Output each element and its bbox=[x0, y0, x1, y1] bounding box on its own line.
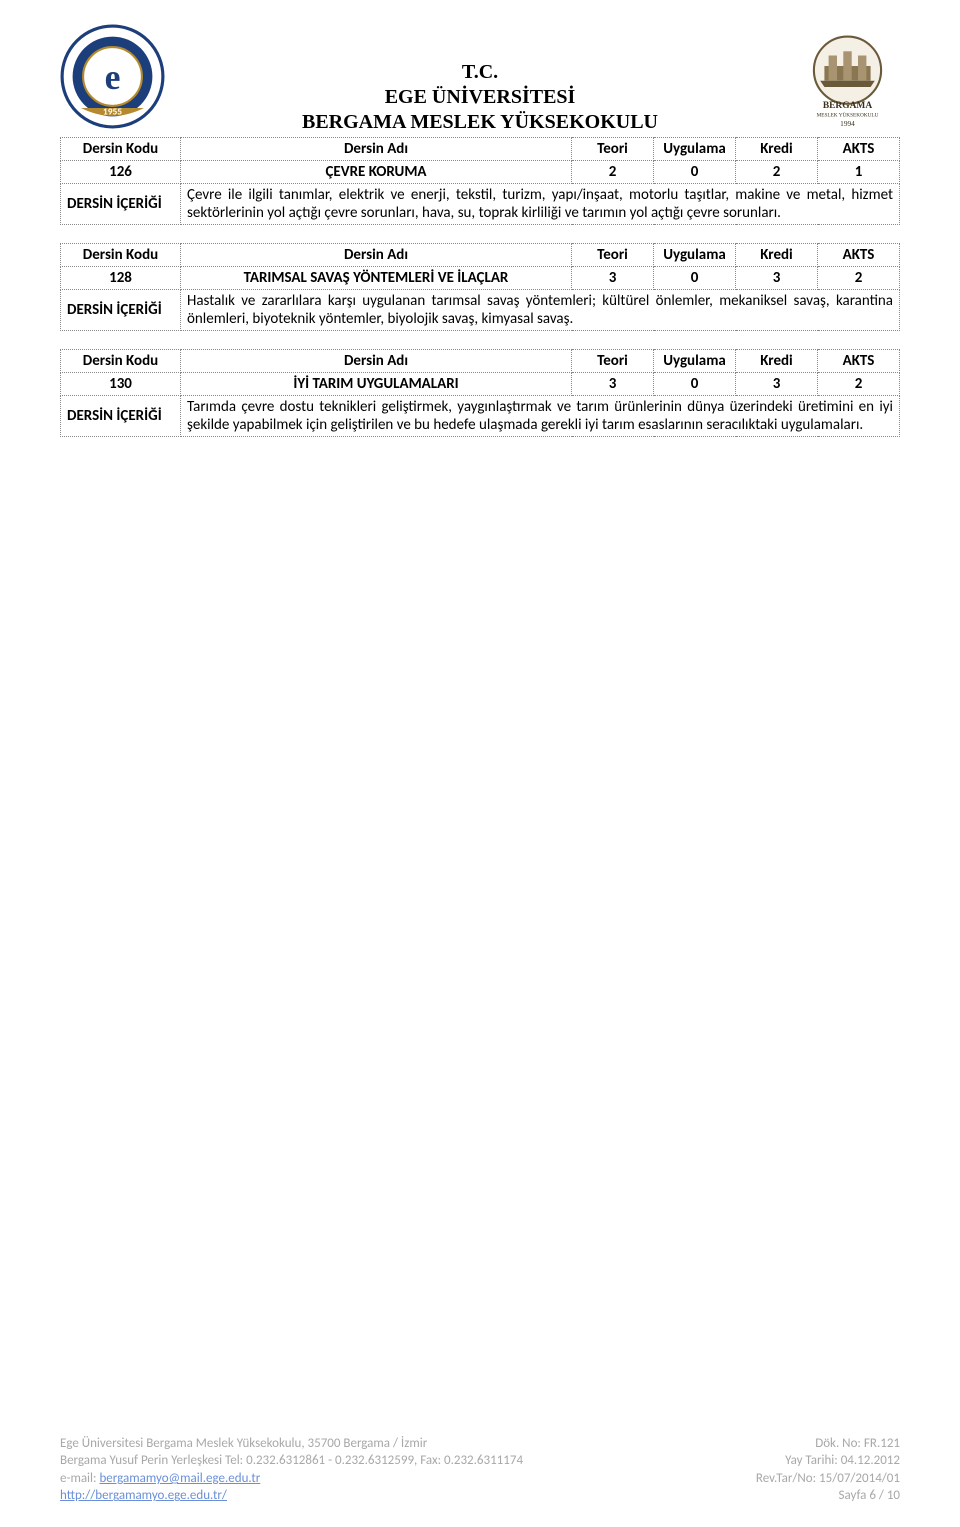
header-line-2: EGE ÜNİVERSİTESİ bbox=[165, 85, 795, 110]
course-block: Dersin Kodu Dersin Adı Teori Uygulama Kr… bbox=[60, 137, 900, 225]
footer-telephone: Bergama Yusuf Perin Yerleşkesi Tel: 0.23… bbox=[60, 1452, 523, 1470]
col-header-code: Dersin Kodu bbox=[61, 138, 181, 161]
course-content-label: DERSİN İÇERİĞİ bbox=[61, 396, 181, 437]
course-code: 126 bbox=[61, 161, 181, 184]
bergama-school-logo: BERGAMA MESLEK YÜKSEKOKULU 1994 bbox=[795, 24, 900, 129]
course-kredi: 3 bbox=[736, 267, 818, 290]
footer-dok-no: Dök. No: FR.121 bbox=[815, 1435, 900, 1453]
course-uygulama: 0 bbox=[654, 267, 736, 290]
course-header-row: Dersin Kodu Dersin Adı Teori Uygulama Kr… bbox=[61, 244, 900, 267]
course-table: Dersin Kodu Dersin Adı Teori Uygulama Kr… bbox=[60, 137, 900, 225]
col-header-teori: Teori bbox=[572, 138, 654, 161]
course-data-row: 130 İYİ TARIM UYGULAMALARI 3 0 3 2 bbox=[61, 373, 900, 396]
col-header-name: Dersin Adı bbox=[181, 244, 572, 267]
course-block: Dersin Kodu Dersin Adı Teori Uygulama Kr… bbox=[60, 243, 900, 331]
svg-text:MESLEK YÜKSEKOKULU: MESLEK YÜKSEKOKULU bbox=[817, 111, 879, 118]
course-description: Çevre ile ilgili tanımlar, elektrik ve e… bbox=[181, 184, 900, 225]
header-line-1: T.C. bbox=[165, 60, 795, 85]
header-line-3: BERGAMA MESLEK YÜKSEKOKULU bbox=[165, 110, 795, 135]
course-desc-row: DERSİN İÇERİĞİ Hastalık ve zararlılara k… bbox=[61, 290, 900, 331]
col-header-teori: Teori bbox=[572, 350, 654, 373]
col-header-name: Dersin Adı bbox=[181, 350, 572, 373]
course-data-row: 126 ÇEVRE KORUMA 2 0 2 1 bbox=[61, 161, 900, 184]
page-header: e 1955 T.C. EGE ÜNİVERSİTESİ BERGAMA MES… bbox=[60, 24, 900, 135]
footer-url-link[interactable]: http://bergamamyo.ege.edu.tr/ bbox=[60, 1487, 227, 1505]
ege-university-logo: e 1955 bbox=[60, 24, 165, 129]
course-table: Dersin Kodu Dersin Adı Teori Uygulama Kr… bbox=[60, 349, 900, 437]
col-header-kredi: Kredi bbox=[736, 138, 818, 161]
course-content-label: DERSİN İÇERİĞİ bbox=[61, 184, 181, 225]
course-header-row: Dersin Kodu Dersin Adı Teori Uygulama Kr… bbox=[61, 350, 900, 373]
course-code: 130 bbox=[61, 373, 181, 396]
course-uygulama: 0 bbox=[654, 161, 736, 184]
col-header-uygulama: Uygulama bbox=[654, 138, 736, 161]
col-header-akts: AKTS bbox=[818, 350, 900, 373]
col-header-uygulama: Uygulama bbox=[654, 350, 736, 373]
col-header-name: Dersin Adı bbox=[181, 138, 572, 161]
course-content-label: DERSİN İÇERİĞİ bbox=[61, 290, 181, 331]
course-uygulama: 0 bbox=[654, 373, 736, 396]
page-footer: Ege Üniversitesi Bergama Meslek Yüksekok… bbox=[60, 1435, 900, 1505]
course-desc-row: DERSİN İÇERİĞİ Çevre ile ilgili tanımlar… bbox=[61, 184, 900, 225]
col-header-code: Dersin Kodu bbox=[61, 350, 181, 373]
footer-revision: Rev.Tar/No: 15/07/2014/01 bbox=[756, 1470, 900, 1488]
course-akts: 2 bbox=[818, 267, 900, 290]
course-data-row: 128 TARIMSAL SAVAŞ YÖNTEMLERİ VE İLAÇLAR… bbox=[61, 267, 900, 290]
footer-publish-date: Yay Tarihi: 04.12.2012 bbox=[785, 1452, 900, 1470]
svg-text:1994: 1994 bbox=[840, 119, 855, 128]
course-name: TARIMSAL SAVAŞ YÖNTEMLERİ VE İLAÇLAR bbox=[181, 267, 572, 290]
footer-page-number: Sayfa 6 / 10 bbox=[839, 1487, 900, 1505]
svg-text:1955: 1955 bbox=[103, 105, 122, 117]
course-akts: 2 bbox=[818, 373, 900, 396]
col-header-code: Dersin Kodu bbox=[61, 244, 181, 267]
course-table: Dersin Kodu Dersin Adı Teori Uygulama Kr… bbox=[60, 243, 900, 331]
footer-email-link[interactable]: bergamamyo@mail.ege.edu.tr bbox=[99, 1471, 260, 1486]
page-title: T.C. EGE ÜNİVERSİTESİ BERGAMA MESLEK YÜK… bbox=[165, 24, 795, 135]
course-name: İYİ TARIM UYGULAMALARI bbox=[181, 373, 572, 396]
col-header-teori: Teori bbox=[572, 244, 654, 267]
course-kredi: 2 bbox=[736, 161, 818, 184]
course-description: Hastalık ve zararlılara karşı uygulanan … bbox=[181, 290, 900, 331]
course-teori: 3 bbox=[572, 267, 654, 290]
course-name: ÇEVRE KORUMA bbox=[181, 161, 572, 184]
svg-text:BERGAMA: BERGAMA bbox=[823, 101, 872, 111]
course-description: Tarımda çevre dostu teknikleri geliştirm… bbox=[181, 396, 900, 437]
footer-address: Ege Üniversitesi Bergama Meslek Yüksekok… bbox=[60, 1435, 427, 1453]
col-header-akts: AKTS bbox=[818, 244, 900, 267]
course-header-row: Dersin Kodu Dersin Adı Teori Uygulama Kr… bbox=[61, 138, 900, 161]
col-header-akts: AKTS bbox=[818, 138, 900, 161]
svg-text:e: e bbox=[105, 57, 121, 97]
course-teori: 2 bbox=[572, 161, 654, 184]
col-header-kredi: Kredi bbox=[736, 244, 818, 267]
course-code: 128 bbox=[61, 267, 181, 290]
col-header-kredi: Kredi bbox=[736, 350, 818, 373]
course-teori: 3 bbox=[572, 373, 654, 396]
course-kredi: 3 bbox=[736, 373, 818, 396]
footer-email-line: e-mail: bergamamyo@mail.ege.edu.tr bbox=[60, 1470, 260, 1488]
course-akts: 1 bbox=[818, 161, 900, 184]
course-block: Dersin Kodu Dersin Adı Teori Uygulama Kr… bbox=[60, 349, 900, 437]
col-header-uygulama: Uygulama bbox=[654, 244, 736, 267]
course-desc-row: DERSİN İÇERİĞİ Tarımda çevre dostu tekni… bbox=[61, 396, 900, 437]
